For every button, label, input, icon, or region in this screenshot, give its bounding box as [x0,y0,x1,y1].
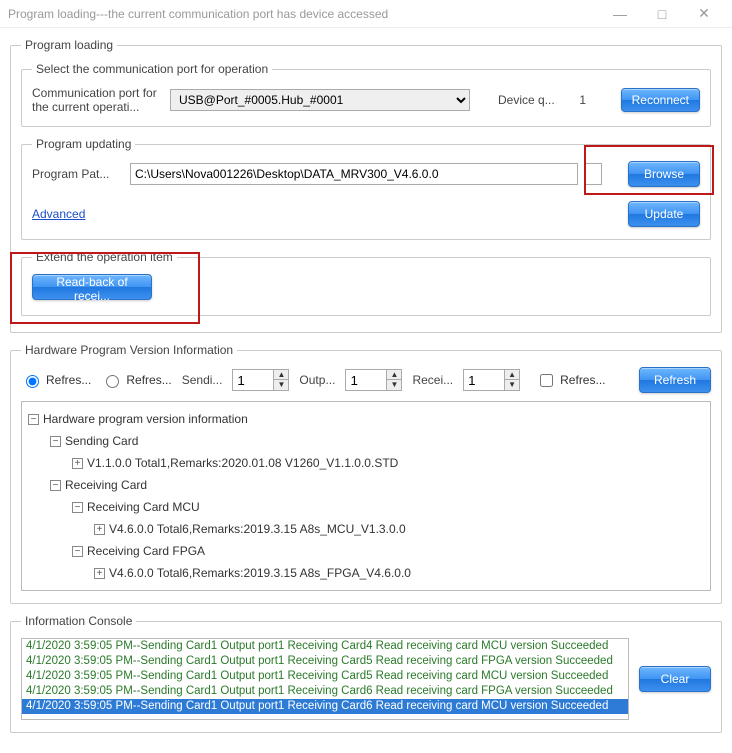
collapse-icon[interactable]: − [72,546,83,557]
tree-sending-card-version[interactable]: +V1.1.0.0 Total1,Remarks:2020.01.08 V126… [28,452,704,474]
maximize-button[interactable]: □ [642,2,682,26]
recei-label: Recei... [412,373,453,387]
console-line[interactable]: 4/1/2020 3:59:05 PM--Sending Card1 Outpu… [22,669,628,684]
program-loading-legend: Program loading [21,38,117,52]
refresh-radio-1-label: Refres... [46,373,91,387]
sendi-input[interactable] [233,370,273,390]
tree-root[interactable]: −Hardware program version information [28,408,704,430]
refres-checkbox-input[interactable] [540,374,553,387]
clear-button[interactable]: Clear [639,666,711,692]
refresh-radio-1-input[interactable] [26,375,39,388]
program-loading-group: Program loading Select the communication… [10,38,722,333]
hw-version-legend: Hardware Program Version Information [21,343,237,357]
readback-button[interactable]: Read-back of recei... [32,274,152,300]
browse-button[interactable]: Browse [628,161,700,187]
sendi-up[interactable]: ▲ [274,370,288,380]
collapse-icon[interactable]: − [72,502,83,513]
close-button[interactable]: ✕ [684,2,724,26]
hw-version-group: Hardware Program Version Information Ref… [10,343,722,604]
advanced-link[interactable]: Advanced [32,207,85,221]
main-content: Program loading Select the communication… [0,28,732,753]
extend-operation-legend: Extend the operation item [32,250,177,264]
device-q-value: 1 [563,93,603,107]
collapse-icon[interactable]: − [50,480,61,491]
recei-down[interactable]: ▼ [505,380,519,390]
recei-input[interactable] [464,370,504,390]
outp-spinner[interactable]: ▲▼ [345,369,402,391]
tree-rc-mcu-version[interactable]: +V4.6.0.0 Total6,Remarks:2019.3.15 A8s_M… [28,518,704,540]
refresh-radio-2-label: Refres... [126,373,171,387]
outp-input[interactable] [346,370,386,390]
select-port-legend: Select the communication port for operat… [32,62,272,76]
window-title: Program loading---the current communicat… [8,7,600,21]
console-line[interactable]: 4/1/2020 3:59:05 PM--Sending Card1 Outpu… [22,654,628,669]
console-legend: Information Console [21,614,136,628]
tree-rc-mcu[interactable]: −Receiving Card MCU [28,496,704,518]
console-line[interactable]: 4/1/2020 3:59:05 PM--Sending Card1 Outpu… [22,639,628,654]
comm-port-label: Communication port for the current opera… [32,86,162,114]
console-line[interactable]: 4/1/2020 3:59:05 PM--Sending Card1 Outpu… [22,699,628,714]
reconnect-button[interactable]: Reconnect [621,88,700,112]
recei-spinner[interactable]: ▲▼ [463,369,520,391]
expand-icon[interactable]: + [72,458,83,469]
select-port-group: Select the communication port for operat… [21,62,711,127]
outp-up[interactable]: ▲ [387,370,401,380]
sendi-spinner[interactable]: ▲▼ [232,369,289,391]
program-updating-group: Program updating Program Pat... Browse A… [21,137,711,240]
console-group: Information Console 4/1/2020 3:59:05 PM-… [10,614,722,733]
refresh-button[interactable]: Refresh [639,367,711,393]
tree-receiving-card[interactable]: −Receiving Card [28,474,704,496]
sendi-label: Sendi... [182,373,223,387]
program-updating-legend: Program updating [32,137,135,151]
expand-icon[interactable]: + [94,568,105,579]
console-line[interactable]: 4/1/2020 3:59:05 PM--Sending Card1 Outpu… [22,684,628,699]
window-controls: — □ ✕ [600,2,724,26]
sendi-down[interactable]: ▼ [274,380,288,390]
comm-port-select[interactable]: USB@Port_#0005.Hub_#0001 [170,89,470,111]
refres-checkbox[interactable]: Refres... [536,371,605,390]
refresh-radio-2-input[interactable] [106,375,119,388]
expand-icon[interactable]: + [94,524,105,535]
device-q-label: Device q... [498,93,555,107]
version-tree[interactable]: −Hardware program version information −S… [21,401,711,591]
recei-up[interactable]: ▲ [505,370,519,380]
tree-rc-fpga[interactable]: −Receiving Card FPGA [28,540,704,562]
minimize-button[interactable]: — [600,2,640,26]
refresh-radio-2[interactable]: Refres... [101,372,171,388]
titlebar: Program loading---the current communicat… [0,0,732,28]
tree-rc-fpga-version[interactable]: +V4.6.0.0 Total6,Remarks:2019.3.15 A8s_F… [28,562,704,584]
console-log[interactable]: 4/1/2020 3:59:05 PM--Sending Card1 Outpu… [21,638,629,720]
collapse-icon[interactable]: − [28,414,39,425]
extend-operation-group: Extend the operation item Read-back of r… [21,250,711,316]
update-button[interactable]: Update [628,201,700,227]
refres-checkbox-label: Refres... [560,373,605,387]
program-path-input[interactable] [130,163,578,185]
tree-sending-card[interactable]: −Sending Card [28,430,704,452]
program-path-label: Program Pat... [32,167,122,181]
outp-down[interactable]: ▼ [387,380,401,390]
outp-label: Outp... [299,373,335,387]
path-extra-box [586,163,602,185]
collapse-icon[interactable]: − [50,436,61,447]
refresh-radio-1[interactable]: Refres... [21,372,91,388]
